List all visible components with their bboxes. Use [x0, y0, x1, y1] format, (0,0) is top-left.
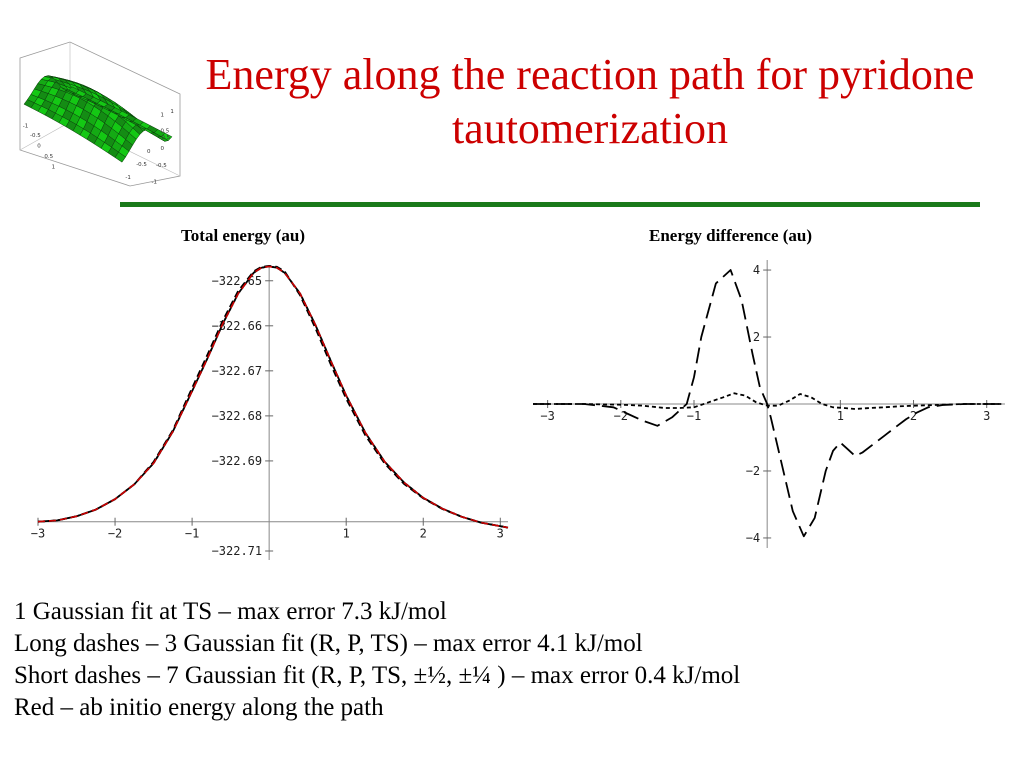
- surface-facet: [160, 132, 173, 141]
- note-seven-gaussian: Short dashes – 7 Gaussian fit (R, P, TS,…: [14, 662, 741, 689]
- thumbnail-tick-label: -1: [152, 180, 157, 186]
- series-line-1-solid: [37, 265, 509, 529]
- thumbnail-tick-label: -0.5: [156, 163, 167, 169]
- thumbnail-tick-label: -1: [23, 124, 28, 130]
- x-tick-label: −2: [108, 527, 122, 541]
- x-tick-label: 3: [983, 409, 990, 423]
- x-tick-label: −3: [540, 409, 554, 423]
- energy-difference-chart: −3 −2 −1 1 2 3 4 2 −2 −4: [533, 260, 1005, 548]
- thumbnail-tick-label: 0.5: [44, 154, 53, 160]
- y-tick-label: −322.68: [212, 409, 263, 423]
- thumbnail-tick-label: 0: [37, 144, 41, 150]
- y-tick-label: 4: [753, 263, 760, 277]
- series-line-3-dotted: [37, 265, 509, 529]
- thumbnail-tick-label: -0.5: [30, 133, 41, 139]
- x-tick-label: −3: [31, 527, 45, 541]
- y-tick-label: −2: [746, 464, 760, 478]
- series-line-2-short-dash: [533, 392, 1002, 410]
- thumbnail-tick-label: 0.5: [161, 135, 170, 141]
- x-tick-label: −1: [185, 527, 199, 541]
- x-tick-label: 1: [837, 409, 844, 423]
- thumbnail-tick-label: -1: [125, 175, 130, 181]
- y-tick-label: −322.67: [212, 364, 263, 378]
- series-line-1-long-dash: [533, 269, 1002, 538]
- thumbnail-tick-label: 0: [147, 149, 151, 155]
- x-tick-label: 1: [343, 527, 350, 541]
- thumbnail-tick-label: 0: [161, 146, 165, 152]
- y-tick-label: −322.71: [212, 544, 263, 558]
- y-tick-label: −4: [746, 531, 760, 545]
- x-tick-label: 3: [497, 527, 504, 541]
- thumbnail-tick-label: 0.5: [161, 128, 170, 134]
- x-tick-label: −2: [614, 409, 628, 423]
- note-one-gaussian: 1 Gaussian fit at TS – max error 7.3 kJ/…: [14, 598, 447, 625]
- title-divider: [120, 202, 980, 207]
- y-tick-label: 2: [753, 330, 760, 344]
- series-line-2-dashed: [37, 265, 509, 529]
- total-energy-chart: −3 −2 −1 1 2 3−322.65−322.66−322.67−322.68−32…: [31, 265, 509, 560]
- total-energy-chart-title: Total energy (au): [181, 226, 306, 245]
- x-tick-label: 2: [420, 527, 427, 541]
- thumbnail-edge: [19, 121, 71, 151]
- thumbnail-tick-label: 1: [161, 112, 165, 118]
- x-tick-label: −1: [687, 409, 701, 423]
- y-tick-label: −322.65: [212, 274, 263, 288]
- y-tick-label: −322.69: [212, 454, 263, 468]
- note-ab-initio: Red – ab initio energy along the path: [14, 694, 384, 721]
- fit-notes: 1 Gaussian fit at TS – max error 7.3 kJ/…: [14, 596, 1014, 724]
- thumbnail-tick-label: -0.5: [136, 162, 147, 168]
- thumbnail-tick-label: 1: [52, 164, 56, 170]
- energy-difference-chart-title: Energy difference (au): [649, 226, 813, 245]
- note-three-gaussian: Long dashes – 3 Gaussian fit (R, P, TS) …: [14, 630, 643, 657]
- thumbnail-tick-label: 1: [170, 109, 174, 115]
- page-title: Energy along the reaction path for pyrid…: [205, 50, 975, 153]
- x-tick-label: 2: [910, 409, 917, 423]
- series-line-4-dashed: [37, 265, 509, 529]
